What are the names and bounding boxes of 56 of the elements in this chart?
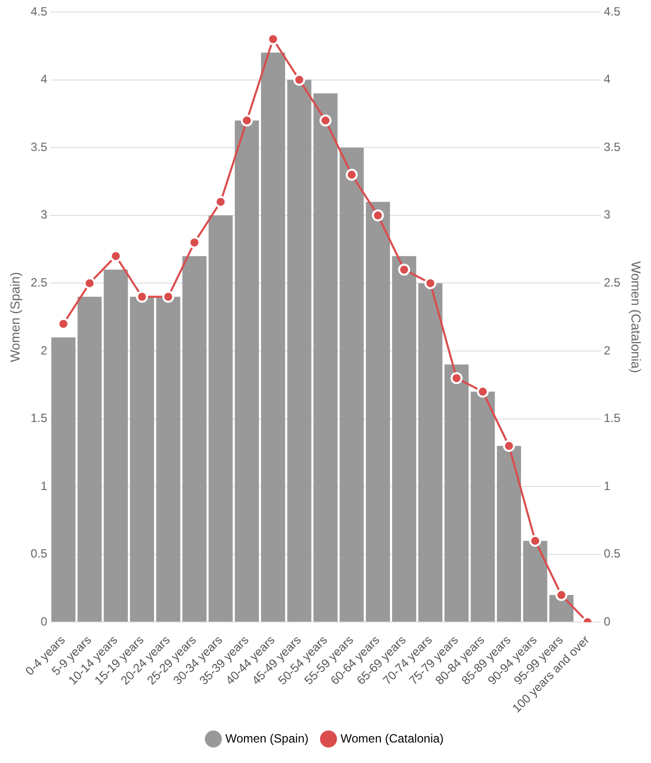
point xyxy=(320,114,332,126)
y2-tick-label: 4 xyxy=(604,72,611,86)
y2-axis-title: Women (Catalonia) xyxy=(628,261,644,373)
y-tick-label: 0 xyxy=(40,614,48,628)
y2-tick-label: 2.5 xyxy=(604,276,621,290)
bar xyxy=(523,540,548,622)
bar xyxy=(156,296,180,622)
point xyxy=(372,209,384,222)
y2-tick-label: 0.5 xyxy=(604,546,621,561)
point xyxy=(555,589,568,602)
y-axis-title: Women (Spain) xyxy=(7,272,22,362)
bar xyxy=(392,256,416,622)
y2-tick-label: 1 xyxy=(604,478,611,493)
bar xyxy=(104,270,128,622)
point xyxy=(240,114,253,126)
y-tick-label: 3 xyxy=(40,208,48,222)
point xyxy=(450,372,463,384)
point xyxy=(502,440,515,452)
y2-tick-label: 2 xyxy=(604,343,611,358)
bar xyxy=(444,364,469,622)
y-tick-label: 2 xyxy=(40,343,48,358)
legend-label: Women (Catalonia) xyxy=(340,731,444,746)
y-tick-label: 0.5 xyxy=(30,546,48,561)
bar xyxy=(313,93,338,622)
point xyxy=(398,264,410,276)
bar xyxy=(496,446,522,622)
point xyxy=(162,290,174,303)
bar xyxy=(182,256,206,622)
bar xyxy=(470,392,495,622)
y-tick-label: 4.5 xyxy=(30,4,48,18)
bar xyxy=(418,283,442,622)
bar xyxy=(208,215,233,622)
y-tick-label: 1 xyxy=(40,478,48,493)
y2-tick-label: 1.5 xyxy=(604,411,621,426)
y-tick-label: 4 xyxy=(40,72,48,86)
bar xyxy=(130,296,154,622)
point xyxy=(346,168,358,181)
y-tick-label: 2.5 xyxy=(30,276,48,290)
bar xyxy=(234,120,259,622)
point xyxy=(293,74,306,86)
bar xyxy=(51,337,76,622)
y-tick-label: 3.5 xyxy=(30,140,48,154)
point xyxy=(529,534,542,547)
point xyxy=(136,290,148,303)
bar xyxy=(340,148,364,622)
y2-tick-label: 4.5 xyxy=(604,4,621,18)
y-tick-label: 1.5 xyxy=(30,411,48,426)
bar xyxy=(78,296,102,622)
bar xyxy=(261,52,286,622)
bar xyxy=(287,80,312,622)
bar xyxy=(366,202,390,622)
y2-tick-label: 3.5 xyxy=(604,140,621,154)
y2-tick-label: 3 xyxy=(604,208,611,222)
y2-tick-label: 0 xyxy=(604,614,611,628)
legend-label: Women (Spain) xyxy=(225,731,309,746)
point xyxy=(84,277,96,290)
